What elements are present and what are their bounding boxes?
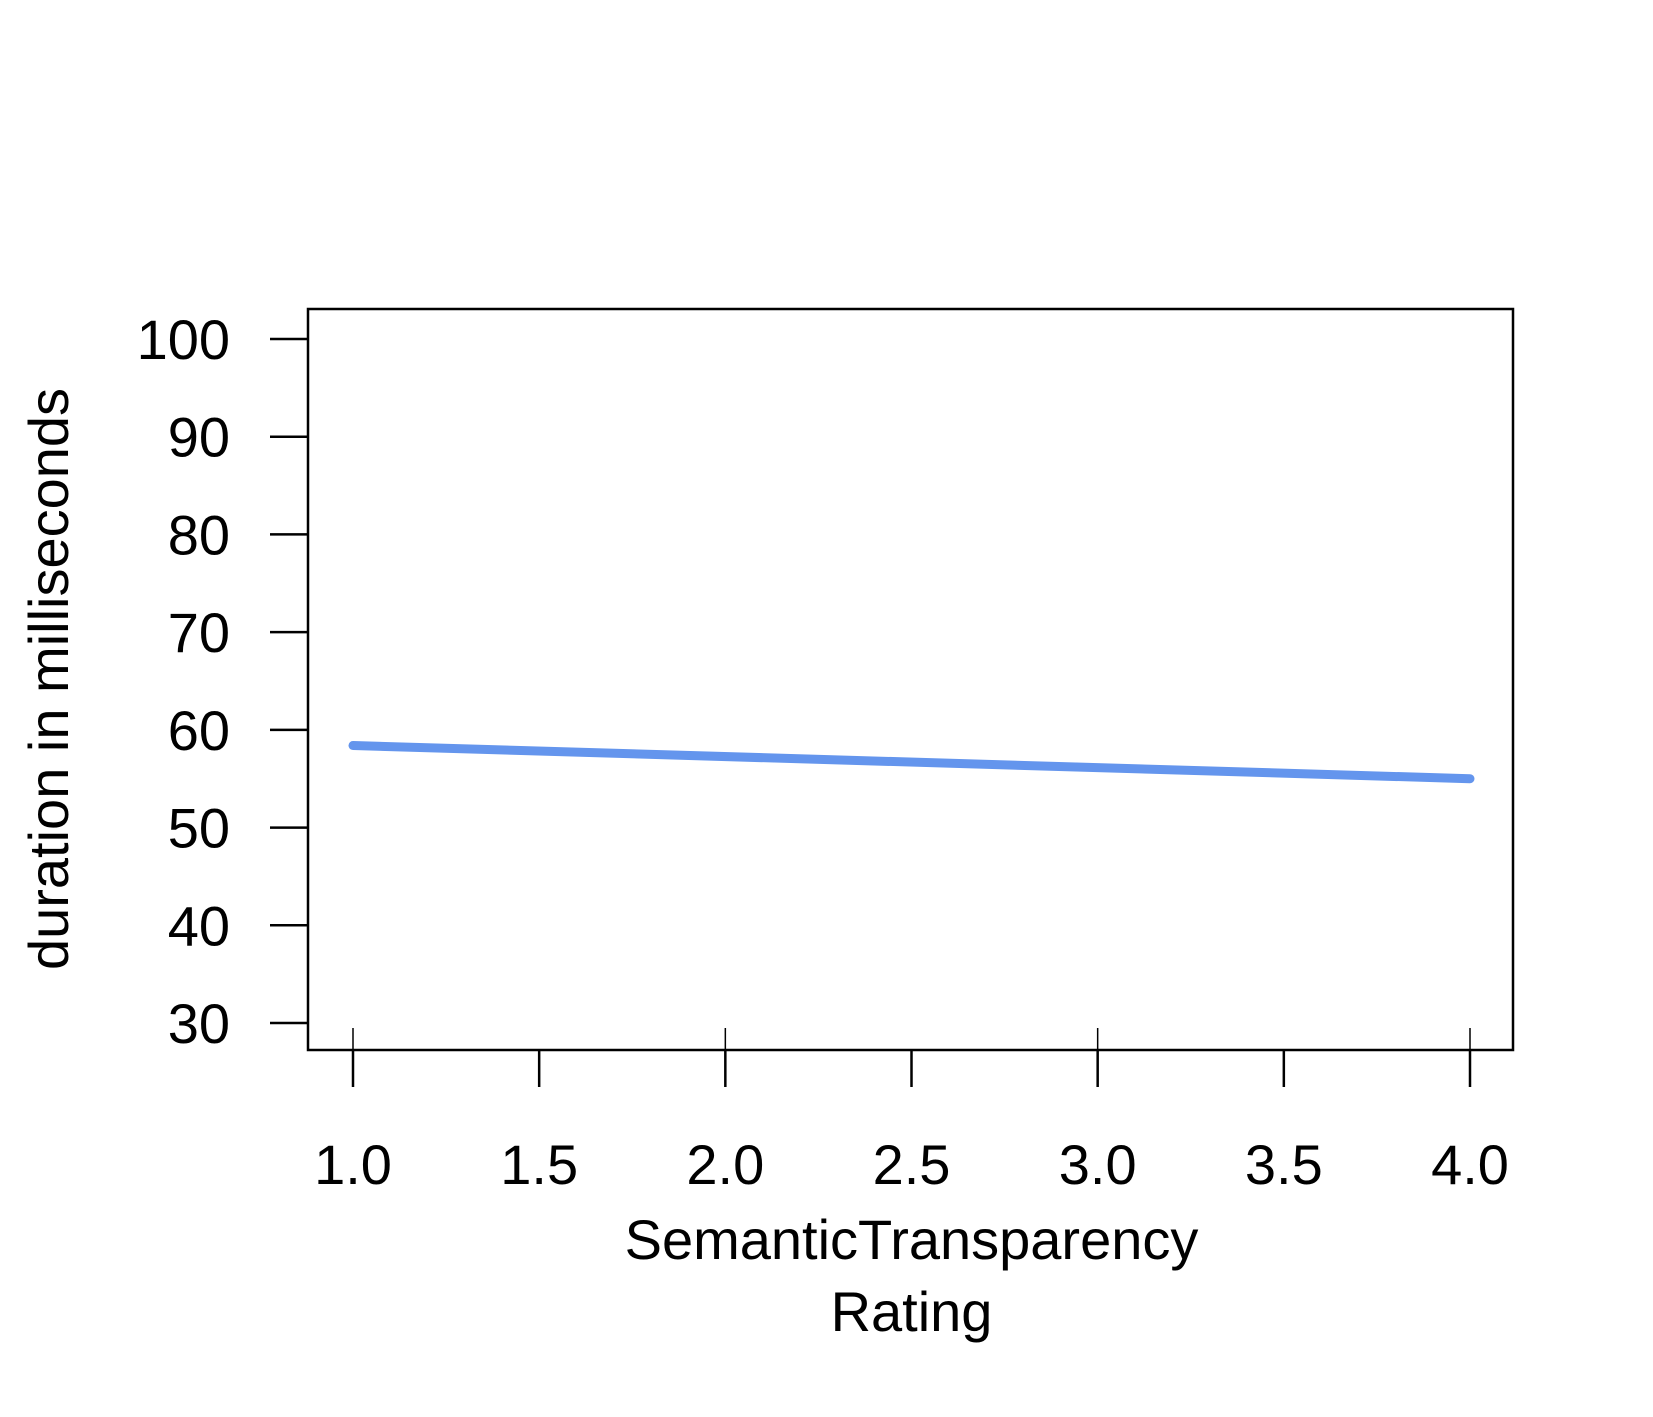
y-axis-label: duration in milliseconds	[17, 388, 80, 970]
y-tick-label: 60	[168, 699, 230, 762]
plot-frame	[306, 307, 1515, 1052]
x-tick-label: 3.0	[1059, 1133, 1137, 1196]
x-tick-label: 2.0	[686, 1133, 764, 1196]
y-tick-label: 80	[168, 503, 230, 566]
series-line	[348, 740, 1475, 784]
x-axis-label-line: SemanticTransparency	[625, 1208, 1199, 1271]
x-tick-label: 2.5	[873, 1133, 951, 1196]
y-tick-label: 70	[168, 601, 230, 664]
series-layer	[348, 740, 1475, 784]
y-axis: 30 40 50 60 70 80 90 100	[137, 308, 308, 1055]
y-tick-label: 90	[168, 406, 230, 469]
x-tick-label: 4.0	[1431, 1133, 1509, 1196]
x-axis: 1.0 1.5 2.0 2.5 3.0 3.5 4.0	[314, 1050, 1509, 1196]
x-tick-label: 1.0	[314, 1133, 392, 1196]
y-tick-label: 30	[168, 992, 230, 1055]
y-tick-label: 40	[168, 894, 230, 957]
y-tick-label: 100	[137, 308, 230, 371]
x-axis-label: SemanticTransparency Rating	[625, 1208, 1199, 1343]
x-axis-label-line: Rating	[831, 1280, 993, 1343]
rug-marks	[352, 1028, 1471, 1050]
y-tick-label: 50	[168, 797, 230, 860]
x-tick-label: 1.5	[500, 1133, 578, 1196]
x-tick-label: 3.5	[1245, 1133, 1323, 1196]
